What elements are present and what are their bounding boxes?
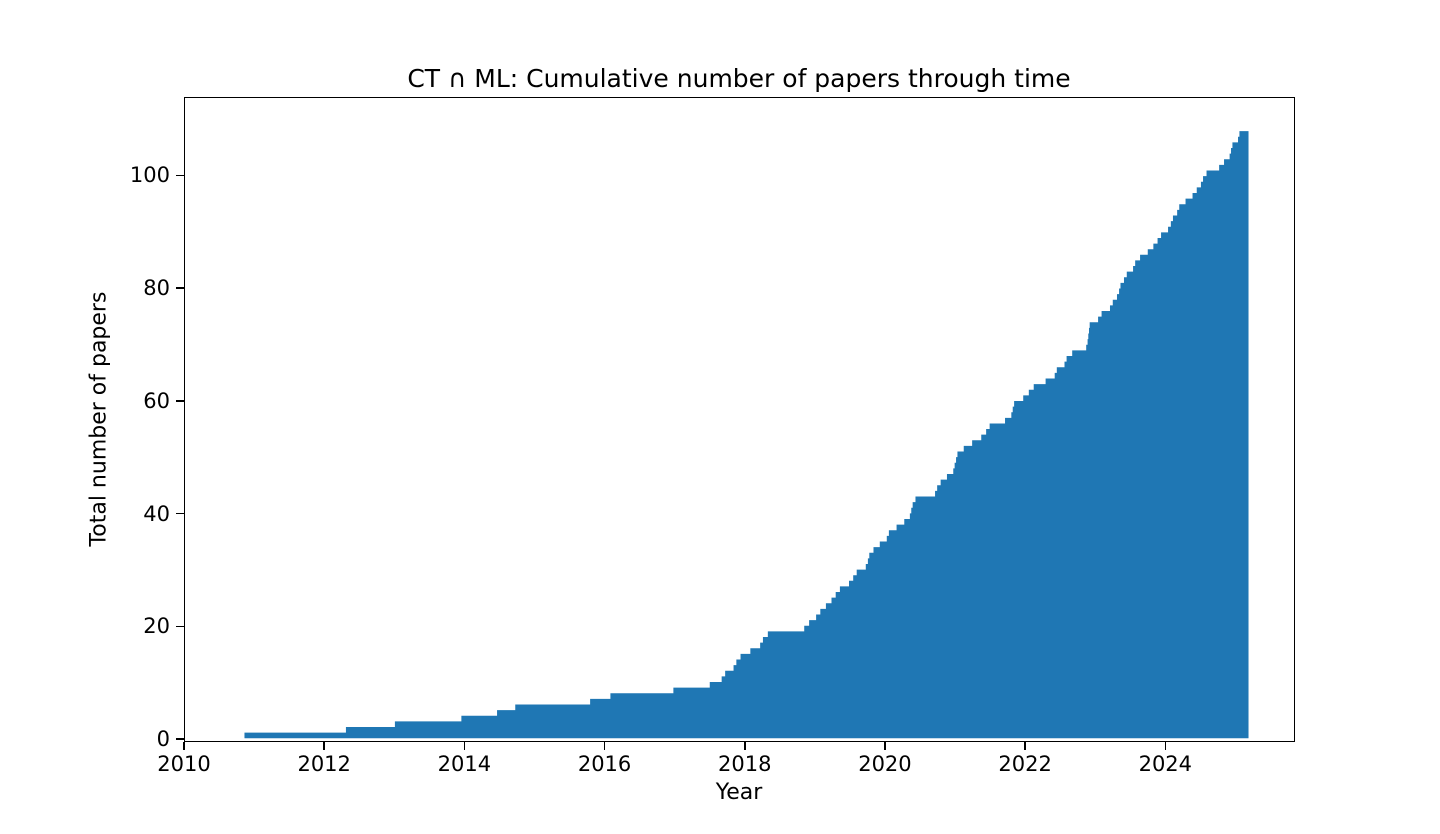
- x-tick-mark: [603, 742, 606, 750]
- x-tick-label: 2018: [718, 752, 772, 776]
- y-tick-label: 60: [143, 388, 170, 413]
- x-tick-label: 2024: [1138, 752, 1193, 776]
- plot-area: [184, 97, 1295, 742]
- x-tick-mark: [463, 742, 466, 750]
- y-tick-mark: [176, 625, 184, 628]
- x-tick-label: 2010: [157, 752, 211, 776]
- x-tick-mark: [1024, 742, 1026, 750]
- y-tick-label: 40: [143, 501, 170, 526]
- x-tick-mark: [1164, 742, 1167, 750]
- x-tick-label: 2020: [858, 752, 912, 776]
- y-tick-label: 100: [129, 163, 170, 188]
- y-axis-label: Total number of papers: [86, 291, 112, 547]
- x-tick-label: 2016: [577, 752, 632, 776]
- x-tick-label: 2012: [297, 752, 351, 776]
- cumulative-step-area: [244, 131, 1249, 739]
- x-tick-mark: [744, 742, 746, 750]
- y-tick-label: 80: [143, 276, 170, 301]
- cumulative-area-path: [244, 131, 1249, 739]
- x-tick-mark: [884, 742, 886, 750]
- x-axis-label: Year: [715, 780, 763, 805]
- chart-title: CT ∩ ML: Cumulative number of papers thr…: [407, 64, 1071, 93]
- y-tick-mark: [176, 738, 184, 740]
- y-tick-mark: [176, 174, 184, 177]
- y-tick-label: 0: [156, 727, 170, 752]
- y-tick-mark: [176, 400, 184, 402]
- x-tick-label: 2022: [998, 752, 1052, 776]
- x-tick-mark: [183, 742, 185, 750]
- x-tick-label: 2014: [437, 752, 492, 776]
- y-tick-label: 20: [143, 614, 170, 639]
- y-tick-mark: [176, 512, 184, 515]
- x-tick-mark: [323, 742, 325, 750]
- y-tick-mark: [176, 287, 184, 289]
